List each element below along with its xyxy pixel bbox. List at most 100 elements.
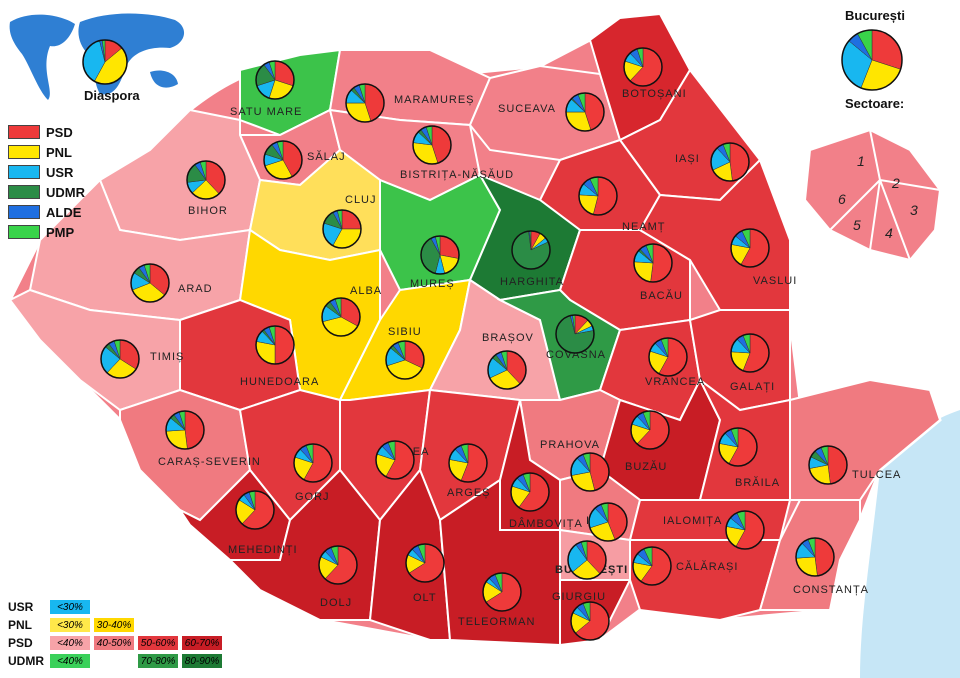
sector-5-label: 5 xyxy=(853,217,861,233)
scale-party-label: PNL xyxy=(8,618,32,632)
pie-suceava xyxy=(565,92,605,132)
scale-cell: 40-50% xyxy=(94,636,134,650)
pie-bucuresti xyxy=(841,29,903,91)
pie-outline xyxy=(632,546,672,586)
sector-1-label: 1 xyxy=(857,153,865,169)
legend-swatch xyxy=(8,125,40,139)
county-label-arges: ARGEȘ xyxy=(447,487,491,499)
pie-timis xyxy=(100,339,140,379)
legend-label: PSD xyxy=(46,124,73,140)
legend-swatch xyxy=(8,145,40,159)
pie-diaspora xyxy=(82,39,128,85)
pie-braila xyxy=(718,427,758,467)
scale-cell: 30-40% xyxy=(94,618,134,632)
legend-swatch xyxy=(8,205,40,219)
pie-vrancea xyxy=(648,337,688,377)
pie-dambovita xyxy=(510,472,550,512)
sectoare-title: Sectoare: xyxy=(845,96,905,111)
county-label-constanta: CONSTANȚA xyxy=(793,584,869,596)
pie-valcea xyxy=(375,440,415,480)
scale-party-label: USR xyxy=(8,600,34,614)
pie-maramures xyxy=(345,83,385,123)
pie-arad xyxy=(130,263,170,303)
scale-row-udmr: UDMR <40% 70-80% 80-90% xyxy=(8,652,226,670)
pie-outline xyxy=(100,339,140,379)
pie-outline xyxy=(420,235,460,275)
county-label-dolj: DOLJ xyxy=(320,597,352,609)
pie-outline xyxy=(511,230,551,270)
pie-outline xyxy=(588,502,628,542)
scale-cell: 60-70% xyxy=(182,636,222,650)
pie-outline xyxy=(385,340,425,380)
pie-satu-mare xyxy=(255,60,295,100)
pie-outline xyxy=(255,325,295,365)
pie-gorj xyxy=(293,443,333,483)
pie-outline xyxy=(718,427,758,467)
pie-outline xyxy=(648,337,688,377)
legend-item-pnl: PNL xyxy=(8,142,85,162)
pie-outline xyxy=(710,142,750,182)
pie-outline xyxy=(725,510,765,550)
county-label-timis: TIMIȘ xyxy=(150,351,184,363)
pie-brasov xyxy=(487,350,527,390)
pie-outline xyxy=(322,209,362,249)
legend-swatch xyxy=(8,225,40,239)
scale-row-psd: PSD <40% 40-50% 50-60% 60-70% xyxy=(8,634,226,652)
pie-outline xyxy=(165,410,205,450)
pie-giurgiu xyxy=(570,601,610,641)
county-label-giurgiu: GIURGIU xyxy=(552,591,606,603)
legend-item-usr: USR xyxy=(8,162,85,182)
scale-cell: <40% xyxy=(50,636,90,650)
sectoare-inset: 1 2 3 4 5 6 xyxy=(803,128,942,262)
pie-outline xyxy=(412,125,452,165)
pie-outline xyxy=(321,297,361,337)
pie-cluj xyxy=(322,209,362,249)
county-label-olt: OLT xyxy=(413,592,437,604)
pie-constanta xyxy=(795,537,835,577)
pie-mehedinti xyxy=(235,490,275,530)
county-label-calarasi: CĂLĂRAȘI xyxy=(676,560,738,573)
county-label-gorj: GORJ xyxy=(295,491,330,503)
pie-vaslui xyxy=(730,228,770,268)
pie-outline xyxy=(570,601,610,641)
pie-outline xyxy=(375,440,415,480)
county-label-harghita: HARGHITA xyxy=(500,276,564,288)
legend-label: USR xyxy=(46,164,74,180)
pie-outline xyxy=(487,350,527,390)
pie-bihor xyxy=(186,160,226,200)
pie-outline xyxy=(730,333,770,373)
legend-item-pmp: PMP xyxy=(8,222,85,242)
scale-cell: <40% xyxy=(50,654,90,668)
pie-salaj xyxy=(263,140,303,180)
pie-outline xyxy=(130,263,170,303)
county-label-galati: GALAȚI xyxy=(730,381,775,393)
county-label-iasi: IAȘI xyxy=(675,153,700,165)
county-pies xyxy=(82,29,903,641)
black-sea xyxy=(860,410,960,678)
pie-outline xyxy=(730,228,770,268)
county-label-maramures: MARAMUREȘ xyxy=(394,94,475,106)
diaspora-title: Diaspora xyxy=(84,88,140,103)
county-label-vaslui: VASLUI xyxy=(753,275,797,287)
sector-6-label: 6 xyxy=(838,191,846,207)
pie-iasi xyxy=(710,142,750,182)
county-label-vrancea: VRANCEA xyxy=(645,376,705,388)
pie-alba xyxy=(321,297,361,337)
county-label-hunedoara: HUNEDOARA xyxy=(240,376,319,388)
pie-tulcea xyxy=(808,445,848,485)
legend-item-psd: PSD xyxy=(8,122,85,142)
pie-outline xyxy=(578,176,618,216)
pie-outline xyxy=(186,160,226,200)
county-labels: SATU MARE MARAMUREȘ SUCEAVA BOTOȘANI SĂLAJ BI… xyxy=(150,88,900,628)
county-label-dambovita: DÂMBOVIȚA xyxy=(509,517,583,530)
legend-swatch xyxy=(8,165,40,179)
scale-party-label: PSD xyxy=(8,636,33,650)
county-label-neamt: NEAMȚ xyxy=(622,221,666,233)
sector-4-label: 4 xyxy=(885,225,893,241)
county-label-bistrita-nasaud: BISTRIȚA-NĂSĂUD xyxy=(400,168,514,181)
county-label-brasov: BRAȘOV xyxy=(482,332,534,344)
county-label-caras-severin: CARAȘ-SEVERIN xyxy=(158,456,261,468)
pie-outline xyxy=(808,445,848,485)
